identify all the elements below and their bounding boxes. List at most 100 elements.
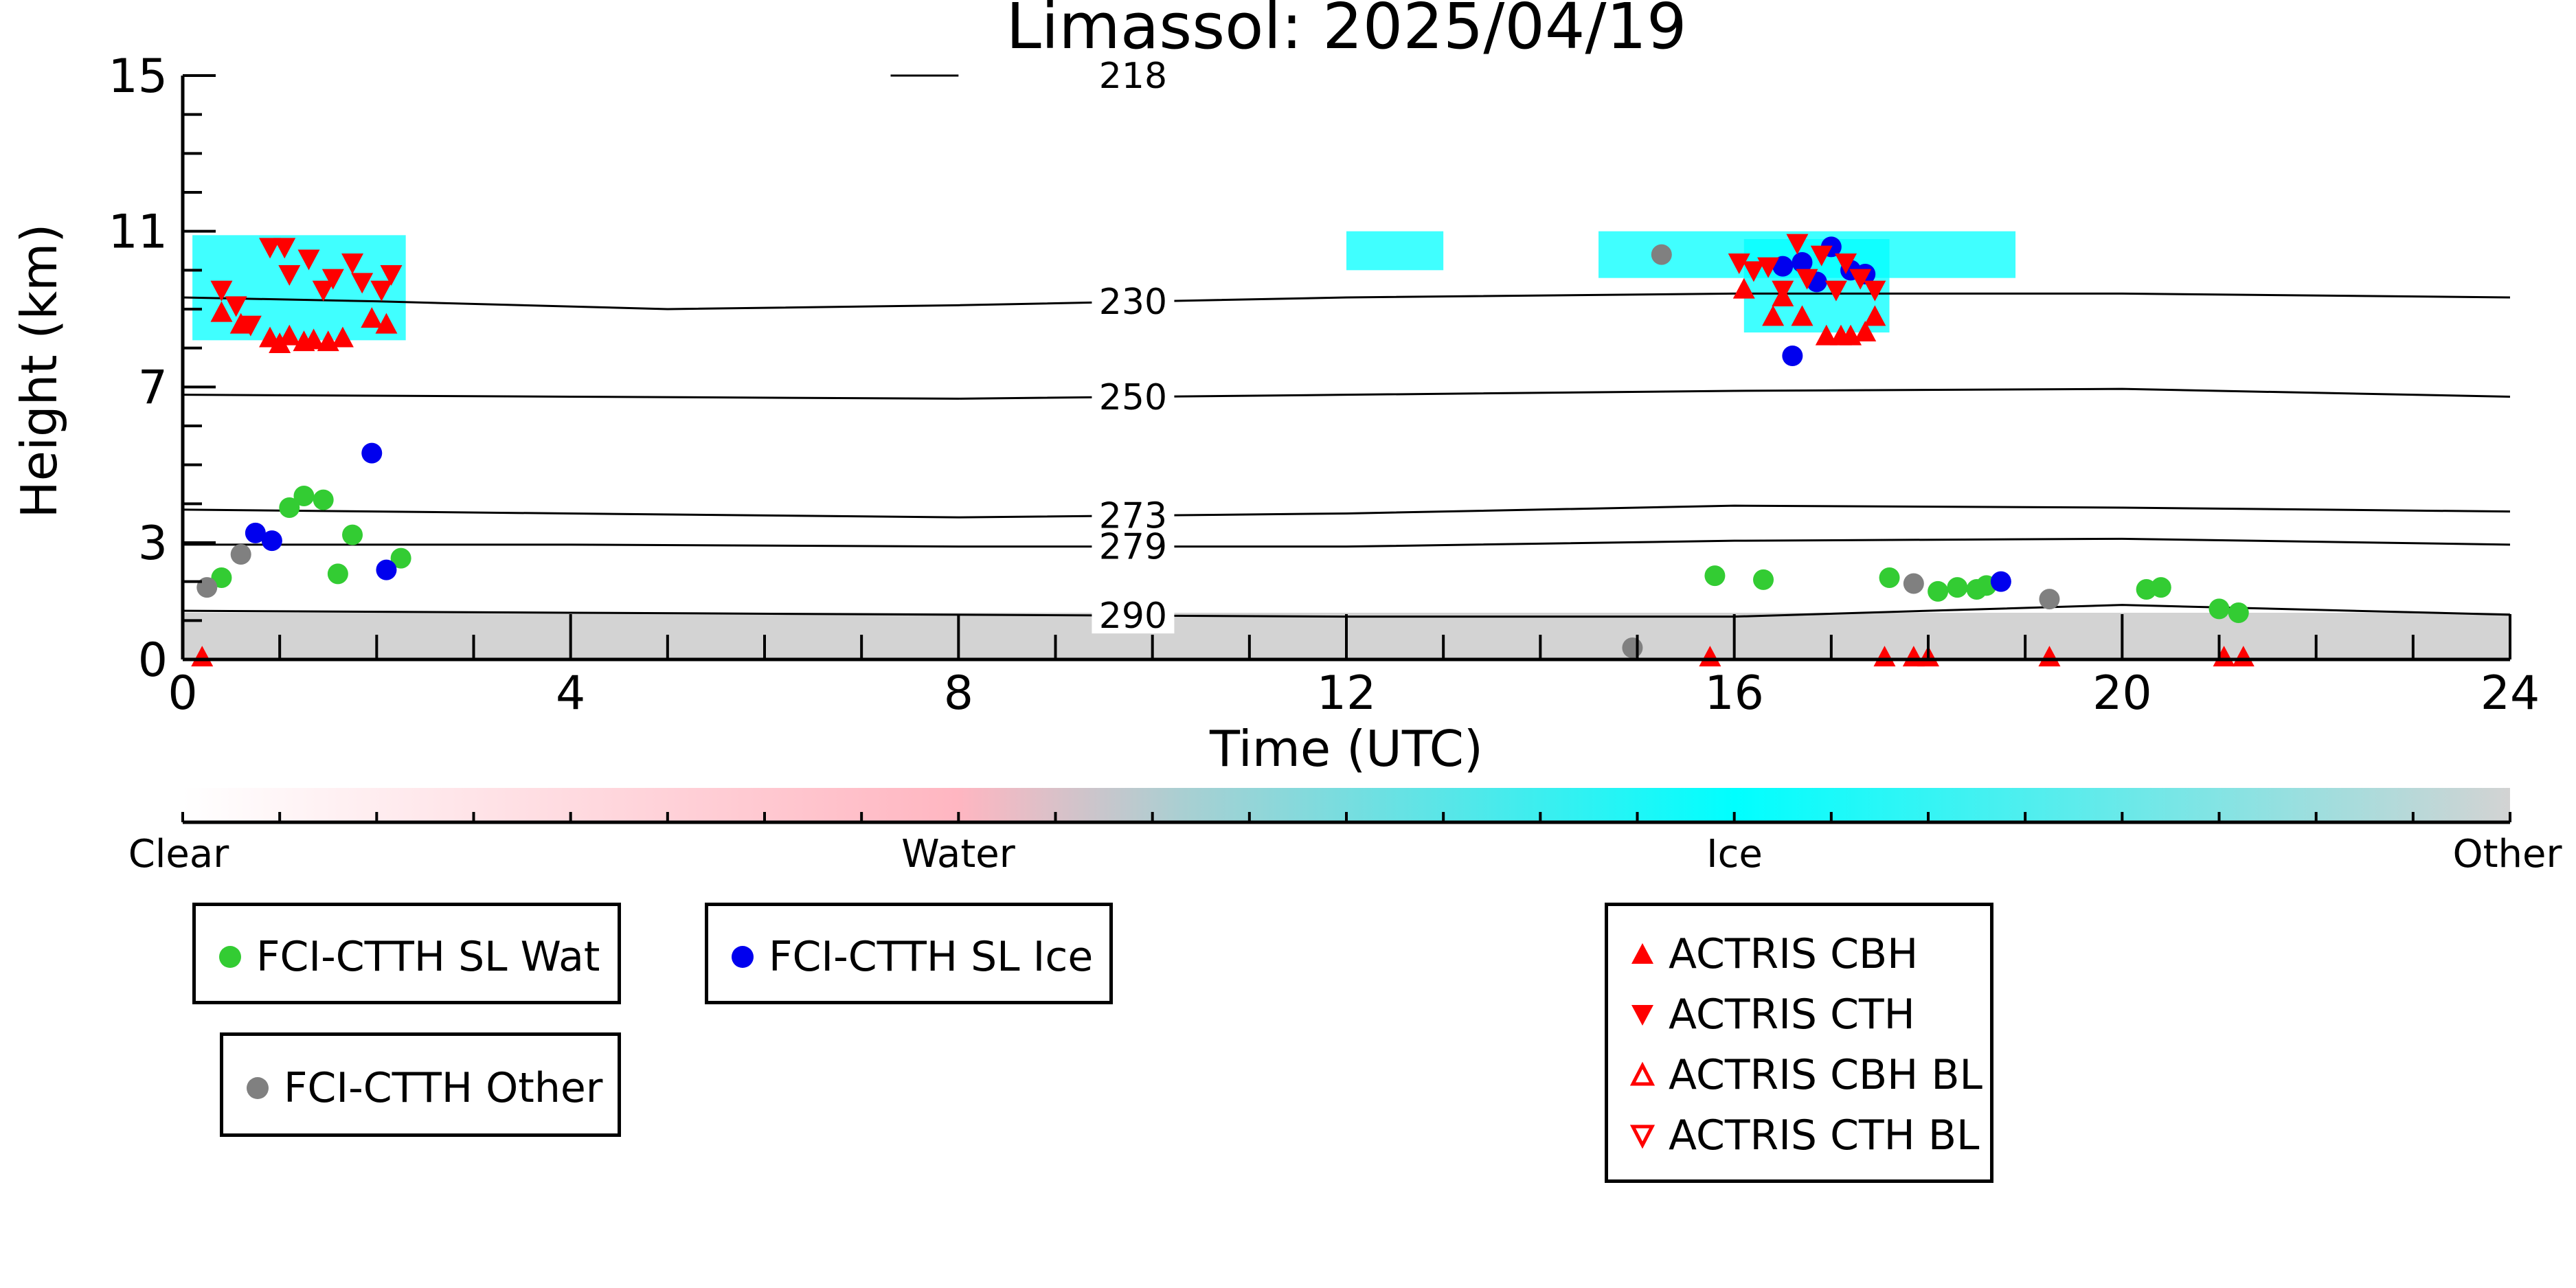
x-tick-label: 0: [168, 666, 197, 721]
data-point: [1947, 577, 1968, 598]
isotherm-label-bg: [1092, 379, 1175, 415]
data-point: [261, 530, 282, 552]
data-point: [2208, 598, 2230, 620]
legend-fci-ice: FCI-CTTH SL Ice: [705, 903, 1113, 1004]
legend-entry: ACTRIS CBH: [1608, 924, 1990, 984]
legend-label: FCI-CTTH SL Ice: [769, 933, 1094, 981]
data-point: [1699, 646, 1721, 667]
data-point: [1928, 580, 1949, 602]
colorbar: Clear Water Ice Other: [128, 788, 2562, 877]
colorbar-label-clear: Clear: [128, 832, 229, 877]
legend-label: FCI-CTTH SL Wat: [256, 933, 600, 981]
data-point: [331, 326, 354, 348]
data-point: [370, 280, 393, 302]
data-point: [375, 313, 398, 334]
data-point: [259, 238, 282, 259]
colorbar-ticks: [181, 812, 2511, 822]
x-tick-label: 8: [944, 666, 973, 721]
isotherm-label-bg: [1092, 598, 1175, 634]
data-point: [1879, 567, 1900, 588]
gray-circle-icon: [247, 1077, 269, 1099]
isotherm-label: 230: [1099, 282, 1167, 323]
data-point: [273, 238, 296, 259]
green-circle-icon: [219, 946, 241, 968]
data-point: [269, 332, 291, 353]
data-point: [230, 544, 251, 565]
legend-label: ACTRIS CTH BL: [1669, 1111, 1980, 1160]
y-tick-label: 3: [138, 517, 168, 571]
data-point: [1902, 646, 1925, 667]
isotherm-line: [182, 292, 2511, 310]
data-point: [1622, 637, 1643, 658]
data-point: [225, 296, 247, 317]
isotherm-label-bg: [1092, 497, 1175, 534]
data-point: [1849, 269, 1872, 290]
data-point: [1772, 256, 1794, 277]
data-point: [1762, 305, 1785, 326]
data-point: [361, 442, 383, 464]
legend-actris: ACTRIS CBH ACTRIS CTH ACTRIS CBH BL ACTR…: [1605, 903, 1993, 1183]
data-point: [1704, 565, 1726, 587]
y-tick-label: 7: [138, 361, 168, 415]
data-point: [380, 265, 403, 286]
isotherm-label: 290: [1099, 596, 1167, 637]
red-triangle-up-open-icon: [1629, 1061, 1656, 1086]
data-point: [293, 486, 315, 506]
legend-fci-water: FCI-CTTH SL Wat: [192, 903, 621, 1004]
data-point: [1732, 278, 1755, 299]
data-point: [1772, 280, 1794, 302]
data-point: [297, 249, 320, 271]
data-point: [1990, 571, 2011, 592]
data-point: [210, 280, 233, 302]
colorbar-label-water: Water: [901, 832, 1016, 877]
data-point: [210, 301, 233, 322]
legend-entry: ACTRIS CTH: [1608, 984, 1990, 1045]
x-tick-label: 12: [1317, 666, 1377, 721]
x-tick-label: 20: [2092, 666, 2152, 721]
blue-circle-icon: [732, 946, 754, 968]
data-point: [1810, 245, 1833, 267]
data-point: [1757, 257, 1780, 278]
red-triangle-up-icon: [1631, 943, 1653, 964]
data-point: [342, 524, 363, 545]
data-point: [302, 328, 325, 350]
data-point: [1864, 305, 1886, 326]
legend-label: ACTRIS CTH: [1669, 991, 1915, 1039]
data-point: [341, 253, 364, 274]
y-axis-label: Height (km): [10, 224, 68, 519]
x-tick-label: 4: [556, 666, 585, 721]
data-point: [351, 273, 374, 294]
legend-entry: FCI-CTTH SL Wat: [196, 927, 618, 987]
data-point: [390, 547, 411, 569]
isotherm-line: [182, 387, 2511, 400]
data-point: [321, 269, 344, 290]
data-point: [1782, 346, 1803, 366]
data-point: [1903, 573, 1924, 594]
red-triangle-down-icon: [1631, 1005, 1653, 1026]
data-point: [278, 324, 301, 346]
data-point: [1742, 261, 1765, 282]
data-point: [1796, 269, 1818, 290]
data-point: [313, 489, 334, 510]
cloud-region-ice: [1346, 231, 1444, 271]
isotherm-label-bg: [1092, 58, 1175, 93]
legend-entry: ACTRIS CTH BL: [1608, 1105, 1990, 1166]
data-point: [1835, 253, 1857, 274]
data-point: [278, 265, 301, 286]
data-point: [245, 522, 266, 543]
data-point: [361, 307, 383, 328]
data-point: [1791, 305, 1814, 326]
isotherm-label: 218: [1099, 56, 1167, 97]
data-point: [312, 280, 335, 302]
data-point: [1651, 244, 1672, 265]
data-point: [1786, 234, 1809, 255]
data-point: [279, 497, 300, 518]
legend-entry: FCI-CTTH SL Ice: [708, 927, 1109, 987]
legend-label: ACTRIS CBH: [1669, 930, 1919, 978]
data-point: [376, 559, 397, 580]
x-tick-label: 24: [2481, 666, 2540, 721]
data-point: [2038, 646, 2061, 667]
x-axis-label: Time (UTC): [1209, 720, 1483, 778]
x-tick-label: 16: [1704, 666, 1764, 721]
